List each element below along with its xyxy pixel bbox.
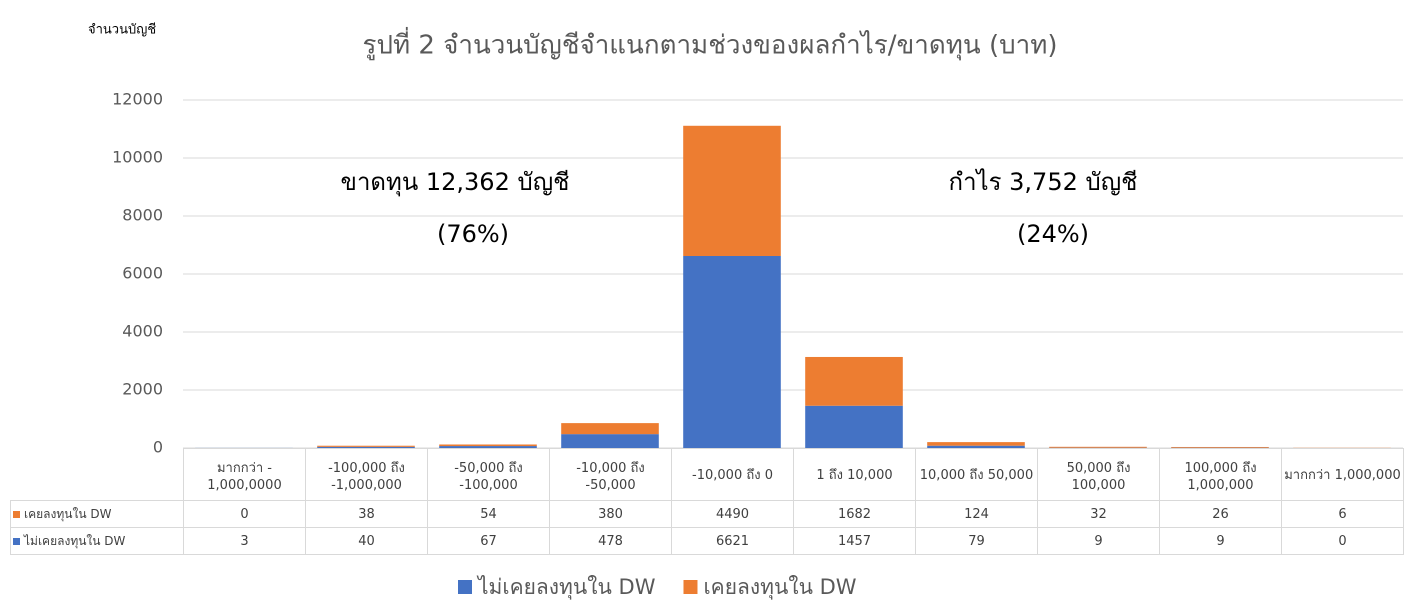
y-tick-label: 4000 — [122, 322, 163, 341]
table-value: 67 — [427, 527, 550, 555]
table-value: 38 — [305, 500, 428, 528]
table-value: 79 — [915, 527, 1038, 555]
bar — [317, 445, 415, 447]
y-tick-label: 12000 — [112, 90, 163, 109]
category-label: 10,000 ถึง 50,000 — [915, 448, 1038, 501]
category-label: มากกว่า 1,000,000 — [1281, 448, 1404, 501]
category-label: มากกว่า - 1,000,0000 — [183, 448, 306, 501]
data-table: มากกว่า - 1,000,0000 -100,000 ถึง -1,000,… — [10, 448, 1404, 555]
y-tick-label: 10000 — [112, 148, 163, 167]
bar — [805, 405, 903, 448]
series-name: เคยลงทุนใน DW — [24, 506, 112, 521]
series-name: ไม่เคยลงทุนใน DW — [24, 533, 126, 548]
table-header-row: มากกว่า - 1,000,0000 -100,000 ถึง -1,000,… — [11, 448, 1404, 501]
table-value: 6621 — [671, 527, 794, 555]
y-axis-label: จำนวนบัญชี — [88, 22, 156, 38]
table-value: 1682 — [793, 500, 916, 528]
table-value: 6 — [1281, 500, 1404, 528]
table-value: 124 — [915, 500, 1038, 528]
annotation: (76%) — [437, 220, 509, 248]
table-value: 0 — [183, 500, 306, 528]
table-value: 4490 — [671, 500, 794, 528]
annotation: กำไร 3,752 บัญชี — [949, 168, 1138, 196]
table-value: 40 — [305, 527, 428, 555]
annotation: ขาดทุน 12,362 บัญชี — [341, 168, 570, 197]
legend-swatch — [13, 537, 20, 545]
chart-title: รูปที่ 2 จำนวนบัญชีจำแนกตามช่วงของผลกำไร… — [363, 27, 1058, 61]
table-row: ไม่เคยลงทุนใน DW 3 40 67 478 6621 1457 79 9 9 0 — [10, 527, 1404, 555]
bar — [683, 255, 781, 448]
table-value: 26 — [1159, 500, 1282, 528]
table-value: 1457 — [793, 527, 916, 555]
y-tick-label: 8000 — [122, 206, 163, 225]
bar — [805, 356, 903, 406]
category-label: -10,000 ถึง 0 — [671, 448, 794, 501]
legend-swatch — [458, 580, 472, 594]
annotation: (24%) — [1017, 220, 1089, 248]
category-label: 1 ถึง 10,000 — [793, 448, 916, 501]
table-row: เคยลงทุนใน DW 0 38 54 380 4490 1682 124 32 26 6 — [10, 500, 1404, 528]
y-tick-label: 2000 — [122, 380, 163, 399]
bar — [439, 446, 537, 448]
series-label: เคยลงทุนใน DW — [10, 500, 184, 528]
legend-label: ไม่เคยลงทุนใน DW — [476, 575, 656, 600]
bar — [561, 434, 659, 448]
table-value: 32 — [1037, 500, 1160, 528]
bar — [927, 442, 1025, 446]
bar — [683, 125, 781, 256]
bar — [927, 445, 1025, 448]
bar — [317, 446, 415, 448]
bar — [561, 423, 659, 435]
category-label: -100,000 ถึง -1,000,000 — [305, 448, 428, 501]
series-label: ไม่เคยลงทุนใน DW — [10, 527, 184, 555]
bar — [1171, 446, 1269, 448]
legend-label: เคยลงทุนใน DW — [703, 575, 856, 600]
bar — [1049, 446, 1147, 448]
y-tick-label: 6000 — [122, 264, 163, 283]
table-corner — [11, 449, 184, 501]
legend-swatch — [13, 510, 20, 518]
table-value: 9 — [1037, 527, 1160, 555]
table-value: 9 — [1159, 527, 1282, 555]
table-value: 0 — [1281, 527, 1404, 555]
category-label: 100,000 ถึง 1,000,000 — [1159, 448, 1282, 501]
bar — [439, 444, 537, 447]
category-label: -50,000 ถึง -100,000 — [427, 448, 550, 501]
table-value: 478 — [549, 527, 672, 555]
table-value: 380 — [549, 500, 672, 528]
category-label: -10,000 ถึง -50,000 — [549, 448, 672, 501]
table-value: 3 — [183, 527, 306, 555]
y-tick-label: 0 — [153, 438, 163, 457]
category-label: 50,000 ถึง 100,000 — [1037, 448, 1160, 501]
legend-swatch — [683, 580, 698, 594]
table-value: 54 — [427, 500, 550, 528]
